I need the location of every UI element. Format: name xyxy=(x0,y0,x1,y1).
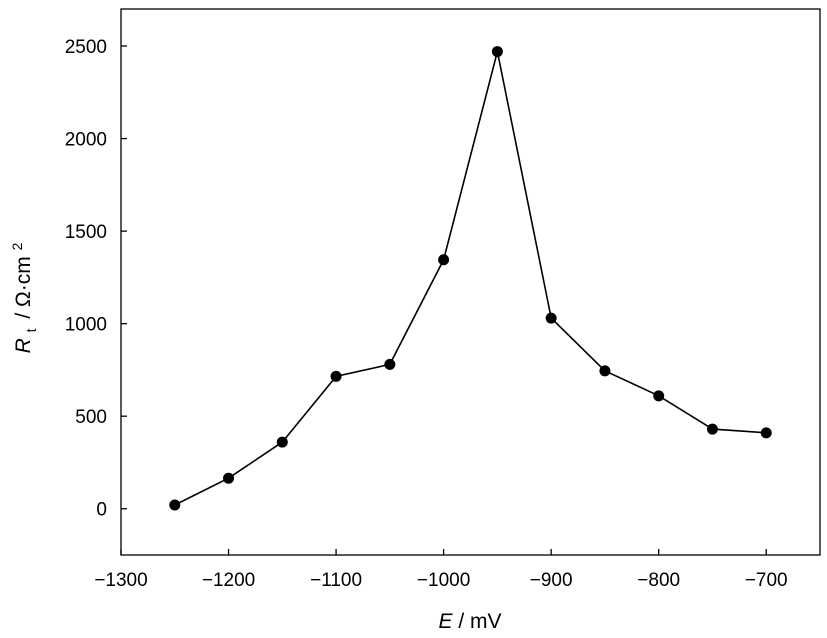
y-axis-subscript: t xyxy=(23,328,39,332)
x-tick-label: −800 xyxy=(637,570,680,591)
y-tick-label: 1500 xyxy=(65,222,107,243)
data-point xyxy=(438,254,450,266)
y-axis-title: R t / Ω·cm 2 xyxy=(9,242,41,353)
data-point xyxy=(545,312,557,324)
data-point xyxy=(223,472,235,484)
data-point xyxy=(760,427,772,439)
x-axis-unit: / mV xyxy=(458,610,501,633)
y-tick-label: 500 xyxy=(75,407,107,428)
x-axis-ticks: −1300 −1200 −1100 −1000 −900 −800 −700 xyxy=(94,549,788,591)
data-point xyxy=(384,358,396,370)
y-tick-label: 2500 xyxy=(65,37,107,58)
y-axis-ticks: 0 500 1000 1500 2000 2500 xyxy=(65,37,127,521)
x-tick-label: −1200 xyxy=(202,570,255,591)
x-axis-title: E / mV xyxy=(438,610,501,633)
x-axis-symbol: E xyxy=(438,610,453,633)
series-line xyxy=(174,51,767,506)
plot-frame xyxy=(120,8,821,556)
y-tick-label: 1000 xyxy=(65,315,107,336)
y-axis-superscript: 2 xyxy=(9,242,25,250)
data-point xyxy=(276,436,288,448)
x-tick-label: −1100 xyxy=(310,570,362,591)
data-point xyxy=(706,423,718,435)
y-tick-label: 2000 xyxy=(65,130,107,151)
x-tick-label: −1300 xyxy=(94,570,147,591)
series-layer xyxy=(169,46,772,511)
y-tick-label: 0 xyxy=(96,500,107,521)
data-point xyxy=(491,46,503,58)
x-tick-label: −900 xyxy=(530,570,573,591)
x-tick-label: −700 xyxy=(745,570,788,591)
y-axis-symbol: R xyxy=(12,338,35,353)
data-point xyxy=(330,370,342,382)
data-point xyxy=(169,499,181,511)
data-point xyxy=(599,365,611,377)
y-axis-unit: / Ω·cm xyxy=(12,256,35,318)
data-point xyxy=(653,390,665,402)
x-tick-label: −1000 xyxy=(417,570,470,591)
